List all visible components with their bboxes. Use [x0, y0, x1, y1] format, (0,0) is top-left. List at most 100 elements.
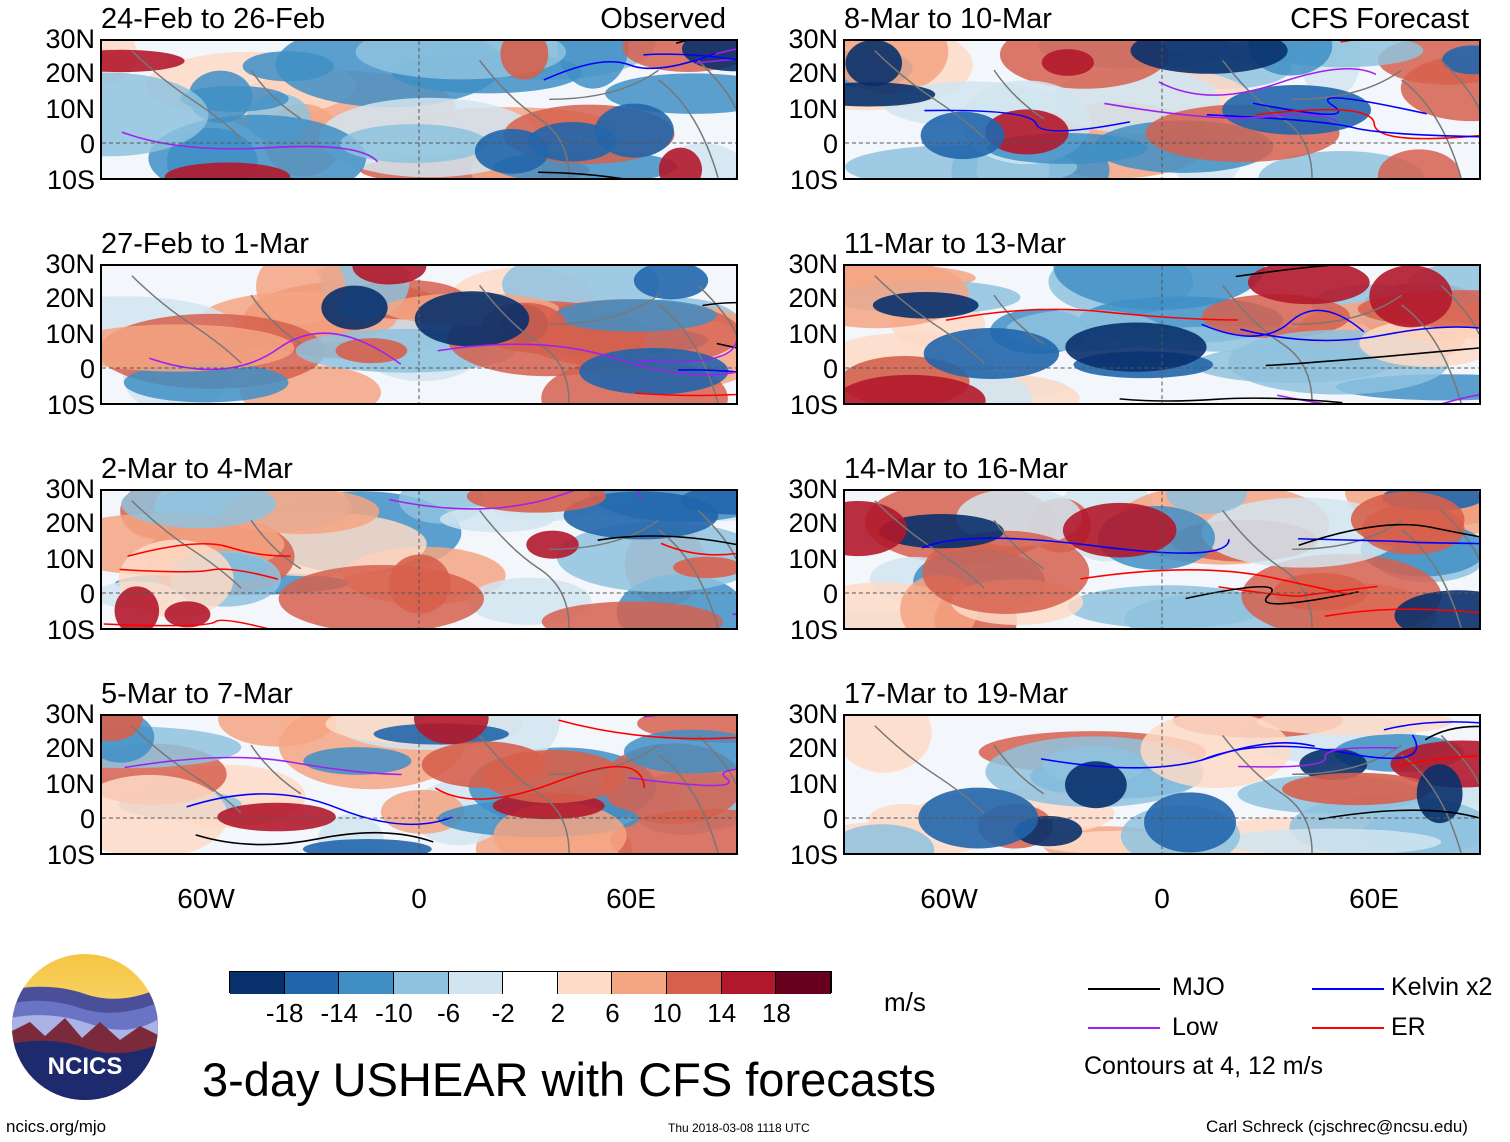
colorbar-label: 18 [761, 998, 791, 1028]
panel-title: 5-Mar to 7-Mar [101, 678, 293, 710]
colorbar-label: -2 [491, 998, 515, 1028]
map-panel [843, 714, 1481, 855]
colorbar-label: -18 [265, 998, 304, 1028]
colorbar-swatch [230, 972, 285, 994]
colorbar-label: -14 [320, 998, 359, 1028]
lat-tick-label: 10S [789, 840, 838, 870]
lat-tick-label: 0 [822, 129, 838, 159]
lat-tick-label: 20N [45, 58, 95, 88]
panel-title: 14-Mar to 16-Mar [844, 453, 1069, 485]
colorbar-label: 14 [707, 998, 737, 1028]
lat-tick-label: 30N [788, 699, 838, 729]
panel-title: 11-Mar to 13-Mar [844, 228, 1066, 260]
map-panel [843, 489, 1481, 630]
lat-tick-label: 0 [79, 579, 95, 609]
main-title: 3-day USHEAR with CFS forecasts [202, 1053, 936, 1106]
legend-label: Kelvin x2 [1391, 973, 1493, 1001]
colorbar-label: 2 [550, 998, 566, 1028]
lat-tick-label: 10N [788, 94, 838, 124]
legend-label: Low [1172, 1013, 1218, 1041]
colorbar-units: m/s [884, 987, 926, 1017]
footer-author: Carl Schreck (cjschrec@ncsu.edu) [1206, 1117, 1468, 1136]
lat-tick-label: 30N [788, 474, 838, 504]
legend-line-swatch [1312, 988, 1384, 990]
lat-tick-label: 10S [46, 840, 95, 870]
lat-tick-label: 20N [45, 733, 95, 763]
logo-text: NCICS [48, 1053, 123, 1080]
lat-tick-label: 0 [79, 129, 95, 159]
lat-tick-label: 0 [79, 354, 95, 384]
map-panel [843, 39, 1481, 180]
panel-title: 2-Mar to 4-Mar [101, 453, 293, 485]
panel-title: 27-Feb to 1-Mar [101, 228, 309, 260]
colorbar-swatch [503, 972, 558, 994]
legend-label: ER [1391, 1013, 1426, 1041]
panel-source-tag: CFS Forecast [1290, 3, 1469, 35]
lat-tick-label: 10N [45, 319, 95, 349]
lat-tick-label: 30N [45, 474, 95, 504]
legend-note: Contours at 4, 12 m/s [1084, 1052, 1324, 1080]
colorbar-swatch [776, 972, 831, 994]
lat-tick-label: 10S [789, 615, 838, 645]
lat-tick-label: 10N [45, 94, 95, 124]
lat-tick-label: 10S [789, 165, 838, 195]
lat-tick-label: 10S [46, 615, 95, 645]
lat-tick-label: 0 [822, 354, 838, 384]
lat-tick-label: 20N [45, 508, 95, 538]
map-panel [100, 489, 738, 630]
lon-tick-label: 0 [1154, 883, 1170, 914]
colorbar-swatch [612, 972, 668, 994]
lat-tick-label: 10S [789, 390, 838, 420]
lon-tick-label: 0 [411, 883, 427, 914]
lat-tick-label: 0 [822, 804, 838, 834]
lat-tick-label: 30N [45, 249, 95, 279]
lat-tick-label: 10N [788, 319, 838, 349]
lat-tick-label: 20N [788, 283, 838, 313]
lon-tick-label: 60E [606, 883, 656, 914]
lat-tick-label: 10S [46, 165, 95, 195]
legend-line-swatch [1088, 988, 1160, 990]
colorbar-swatch [284, 972, 340, 994]
colorbar-swatch [721, 972, 777, 994]
lon-tick-label: 60E [1349, 883, 1399, 914]
legend-line-swatch [1312, 1027, 1384, 1029]
lon-tick-label: 60W [920, 883, 978, 914]
lat-tick-label: 20N [788, 58, 838, 88]
colorbar-swatch [448, 972, 504, 994]
panel-title: 8-Mar to 10-Mar [844, 3, 1052, 35]
lat-tick-label: 0 [79, 804, 95, 834]
lat-tick-label: 30N [45, 24, 95, 54]
lat-tick-label: 0 [822, 579, 838, 609]
ncics-logo: NCICS [10, 952, 160, 1102]
lat-tick-label: 10N [788, 544, 838, 574]
legend-label: MJO [1172, 973, 1225, 1001]
lat-tick-label: 30N [45, 699, 95, 729]
colorbar-label: -10 [375, 998, 413, 1028]
lat-tick-label: 30N [788, 24, 838, 54]
lat-tick-label: 30N [788, 249, 838, 279]
lat-tick-label: 10N [45, 769, 95, 799]
lat-tick-label: 20N [788, 733, 838, 763]
lon-tick-label: 60W [177, 883, 235, 914]
colorbar-label: 10 [652, 998, 682, 1028]
legend-line-swatch [1088, 1027, 1160, 1029]
colorbar-swatch [557, 972, 613, 994]
panel-source-tag: Observed [600, 3, 726, 35]
lat-tick-label: 10N [788, 769, 838, 799]
colorbar [229, 971, 832, 994]
panel-title: 17-Mar to 19-Mar [844, 678, 1069, 710]
colorbar-swatch [393, 972, 449, 994]
colorbar-swatch [339, 972, 394, 994]
footer-link[interactable]: ncics.org/mjo [6, 1117, 107, 1136]
colorbar-swatch [667, 972, 722, 994]
lat-tick-label: 20N [45, 283, 95, 313]
footer-timestamp: Thu 2018-03-08 1118 UTC [668, 1121, 810, 1135]
panel-title: 24-Feb to 26-Feb [101, 3, 326, 35]
map-panel [100, 264, 738, 405]
map-panel [100, 39, 738, 180]
colorbar-label: -6 [436, 998, 461, 1028]
lat-tick-label: 10S [46, 390, 95, 420]
colorbar-label: 6 [605, 998, 620, 1028]
map-panel [100, 714, 738, 855]
lat-tick-label: 20N [788, 508, 838, 538]
